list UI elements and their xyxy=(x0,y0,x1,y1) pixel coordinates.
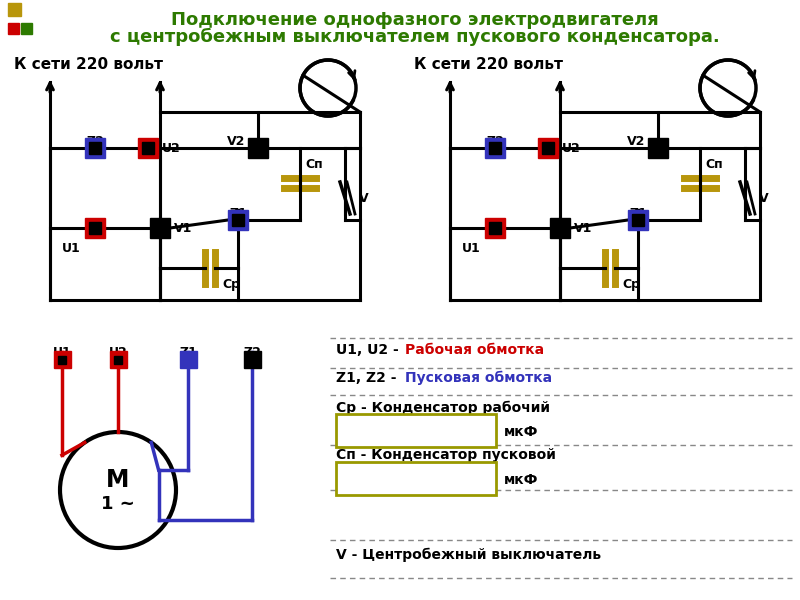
Text: Рабочая обмотка: Рабочая обмотка xyxy=(405,343,544,357)
Text: U2: U2 xyxy=(162,142,181,154)
Bar xyxy=(138,138,158,158)
Text: Z1: Z1 xyxy=(229,207,247,220)
Bar xyxy=(632,214,644,226)
Bar xyxy=(85,218,105,238)
Text: Сп - Конденсатор пусковой: Сп - Конденсатор пусковой xyxy=(336,448,556,462)
Bar xyxy=(550,218,570,238)
FancyBboxPatch shape xyxy=(336,462,496,495)
Bar xyxy=(228,210,248,230)
Text: Z2: Z2 xyxy=(243,346,261,359)
Bar xyxy=(150,218,170,238)
Text: с центробежным выключателем пускового конденсатора.: с центробежным выключателем пускового ко… xyxy=(110,28,720,46)
Bar xyxy=(244,351,261,368)
Bar xyxy=(180,351,197,368)
Text: U1: U1 xyxy=(62,242,81,255)
Text: V: V xyxy=(759,191,769,205)
Text: Z2: Z2 xyxy=(86,135,104,148)
Text: V - Центробежный выключатель: V - Центробежный выключатель xyxy=(336,548,601,562)
Text: U1: U1 xyxy=(462,242,481,255)
Bar xyxy=(485,218,505,238)
Bar xyxy=(489,222,501,234)
Bar xyxy=(21,23,32,34)
Text: U2: U2 xyxy=(109,346,127,359)
Bar xyxy=(85,138,105,158)
Text: Z2: Z2 xyxy=(486,135,504,148)
Text: Сп: Сп xyxy=(705,158,722,171)
Bar xyxy=(485,138,505,158)
Bar xyxy=(54,351,71,368)
Text: Подключение однофазного электродвигателя: Подключение однофазного электродвигателя xyxy=(171,11,659,29)
Bar xyxy=(8,3,21,16)
Text: V2: V2 xyxy=(627,135,645,148)
Text: U1: U1 xyxy=(53,346,71,359)
FancyBboxPatch shape xyxy=(336,414,496,447)
Bar xyxy=(58,356,66,364)
Text: Z1, Z2 -: Z1, Z2 - xyxy=(336,371,402,385)
Text: U1, U2 -: U1, U2 - xyxy=(336,343,404,357)
Text: V2: V2 xyxy=(227,135,245,148)
Text: U2: U2 xyxy=(562,142,581,154)
Bar xyxy=(542,142,554,154)
Bar xyxy=(89,222,101,234)
Text: V: V xyxy=(359,191,369,205)
Text: М: М xyxy=(106,468,130,492)
Text: Ср: Ср xyxy=(222,278,240,291)
Bar xyxy=(648,138,668,158)
Bar xyxy=(142,142,154,154)
Bar xyxy=(538,138,558,158)
Text: 1 ~: 1 ~ xyxy=(101,495,135,513)
Bar xyxy=(114,356,122,364)
Bar xyxy=(232,214,244,226)
Bar xyxy=(489,142,501,154)
Text: Ср: Ср xyxy=(622,278,640,291)
Bar xyxy=(110,351,127,368)
Text: Сп: Сп xyxy=(305,158,322,171)
Text: мкФ: мкФ xyxy=(504,425,538,439)
Text: V1: V1 xyxy=(174,221,192,235)
Bar xyxy=(248,138,268,158)
Bar xyxy=(89,142,101,154)
Text: Z1: Z1 xyxy=(629,207,647,220)
Text: Ср - Конденсатор рабочий: Ср - Конденсатор рабочий xyxy=(336,401,550,415)
Text: Z1: Z1 xyxy=(179,346,197,359)
Bar xyxy=(628,210,648,230)
Text: К сети 220 вольт: К сети 220 вольт xyxy=(414,57,563,72)
Text: V1: V1 xyxy=(574,221,592,235)
Bar xyxy=(8,23,19,34)
Text: мкФ: мкФ xyxy=(504,473,538,487)
Text: Пусковая обмотка: Пусковая обмотка xyxy=(405,371,552,385)
Text: К сети 220 вольт: К сети 220 вольт xyxy=(14,57,163,72)
